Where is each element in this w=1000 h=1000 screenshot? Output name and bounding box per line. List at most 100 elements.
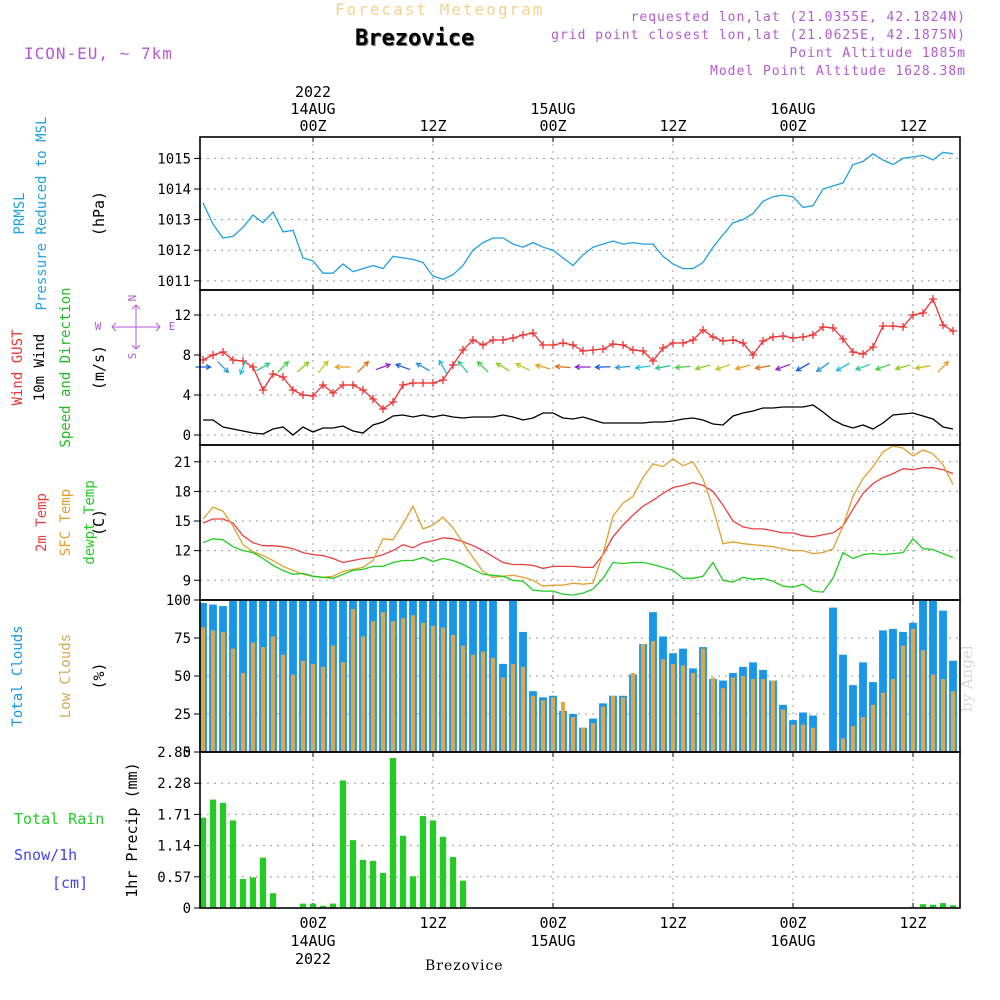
compass-w: W [95, 320, 102, 333]
gust-point [589, 346, 597, 354]
low-clouds-bar [370, 621, 376, 752]
low-clouds-bar [550, 697, 556, 752]
low-clouds-bar [720, 688, 726, 752]
y-tick-label: 21 [174, 455, 191, 471]
gust-point [619, 341, 627, 349]
low-clouds-bar [440, 627, 446, 752]
total-rain-bar [209, 799, 217, 908]
wind-direction-arrow [594, 364, 611, 371]
y-tick-label: 18 [174, 484, 191, 500]
panel-label-snow-1h: Snow/1h [14, 846, 77, 864]
low-clouds-bar [800, 724, 806, 752]
total-rain-bar [239, 878, 247, 908]
low-clouds-bar [900, 645, 906, 752]
gust-point [879, 322, 887, 330]
low-clouds-bar [460, 645, 466, 752]
wind-direction-arrow [239, 359, 247, 376]
low-clouds-bar [380, 612, 386, 752]
wind-direction-arrow [415, 362, 430, 372]
y-tick-label: 1.14 [157, 839, 191, 855]
y-tick-label: 100 [166, 593, 191, 609]
total-clouds-bar [859, 662, 867, 752]
wind-direction-arrow [394, 363, 411, 371]
gust-point [649, 357, 657, 365]
gust-point [689, 336, 697, 344]
gust-point [519, 331, 527, 339]
panel-frame-precip [199, 751, 961, 909]
gust-point [259, 386, 267, 394]
total-rain-bar [259, 857, 267, 908]
wind-direction-arrow [774, 363, 791, 371]
low-clouds-bar [760, 679, 766, 752]
y-tick-label: 12 [174, 544, 191, 560]
gust-point [669, 339, 677, 347]
gust-point [819, 323, 827, 331]
series-line-sfc-temp [202, 445, 954, 587]
gust-point [749, 351, 757, 359]
total-rain-bar [419, 816, 427, 908]
series-line-pressure [202, 151, 954, 280]
total-rain-bar [379, 872, 387, 908]
wind-direction-arrow [694, 364, 711, 371]
low-clouds-bar [770, 680, 776, 752]
total-rain-bar [399, 835, 407, 908]
gust-point [829, 324, 837, 332]
gust-point [869, 343, 877, 351]
wind-direction-arrow [217, 361, 230, 374]
gust-point [549, 341, 557, 349]
wind-direction-arrow [457, 360, 469, 374]
gust-point [419, 379, 427, 387]
gust-point [889, 322, 897, 330]
y-axis-unit-label: (m/s) [90, 345, 108, 390]
time-label-top: 12Z [419, 117, 446, 135]
wind-direction-arrow [795, 362, 810, 372]
total-rain-bar [929, 904, 937, 908]
wind-direction-arrow [195, 364, 212, 370]
low-clouds-bar [860, 717, 866, 752]
y-tick-label: 4 [183, 388, 191, 404]
gust-point [789, 334, 797, 342]
time-label-bottom: 12Z [419, 914, 446, 932]
low-clouds-bar [610, 695, 616, 752]
wind-direction-arrow [495, 362, 510, 372]
gust-point [469, 336, 477, 344]
total-rain-bar [369, 860, 377, 908]
gust-point [939, 321, 947, 329]
gust-point [319, 381, 327, 389]
time-label-top: 00Z [779, 117, 806, 135]
panel-label-2m-temp: 2m Temp [34, 493, 50, 552]
wind-direction-arrow [476, 360, 489, 373]
panel-label--cm-: [cm] [52, 874, 88, 892]
panel-label-total-rain: Total Rain [14, 810, 104, 828]
low-clouds-bar [270, 636, 276, 752]
model-altitude: Model Point Altitude 1628.38m [710, 64, 966, 79]
low-clouds-bar [570, 717, 576, 752]
low-clouds-bar [410, 615, 416, 752]
gust-point [499, 336, 507, 344]
gust-point [799, 333, 807, 341]
panel-label-wind-gust: Wind GUST [10, 329, 26, 405]
time-label-top: 12Z [659, 117, 686, 135]
gust-point [219, 348, 227, 356]
low-clouds-bar [470, 654, 476, 752]
y-tick-label: 50 [174, 669, 191, 685]
low-clouds-bar [750, 679, 756, 752]
model-name: ICON-EU, ~ 7km [24, 44, 173, 63]
gust-point [759, 337, 767, 345]
low-clouds-bar [680, 665, 686, 752]
y-axis-unit-label: 1hr Precip (mm) [123, 762, 141, 897]
wind-direction-arrow [256, 362, 271, 372]
gust-point [399, 381, 407, 389]
low-clouds-bar [480, 651, 486, 752]
panel-label-pressure-reduced-to-msl: Pressure Reduced to MSL [34, 117, 50, 311]
wind-direction-arrow [674, 364, 691, 371]
y-tick-label: 15 [174, 514, 191, 530]
low-clouds-bar [240, 672, 246, 752]
time-label-bottom: 00Z [779, 914, 806, 932]
y-axis-unit-label: (C) [90, 509, 108, 536]
wind-direction-arrow [874, 363, 891, 371]
total-rain-bar [409, 876, 417, 908]
y-tick-label: 1012 [157, 243, 191, 259]
wind-direction-arrow [714, 363, 731, 371]
total-rain-bar [329, 903, 337, 908]
